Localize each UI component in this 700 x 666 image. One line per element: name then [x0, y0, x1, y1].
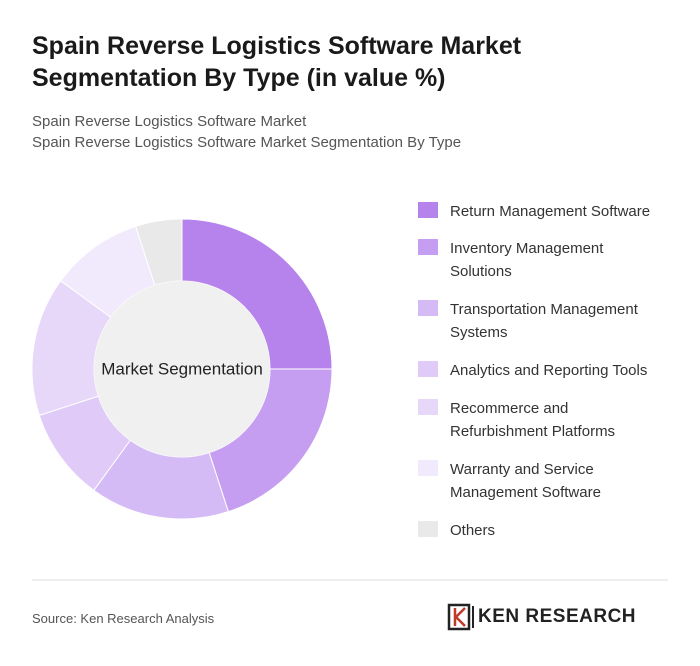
legend-label: Transportation Management Systems: [450, 301, 638, 341]
logo: KEN RESEARCH: [478, 606, 637, 627]
legend-label: Recommerce and Refurbishment Platforms: [450, 400, 616, 440]
legend-swatch: [418, 521, 438, 537]
logo-icon: [447, 603, 474, 631]
legend-swatch: [418, 239, 438, 255]
subtitle: Spain Reverse Logistics Software Market …: [32, 134, 462, 151]
legend-label: Inventory Management Solutions: [450, 240, 604, 280]
legend-swatch: [418, 202, 438, 218]
chart-title: Spain Reverse Logistics Software Market …: [32, 32, 522, 92]
donut-hole: [94, 281, 270, 457]
legend-label: Warranty and Service Management Software: [450, 461, 601, 501]
center-label: Market Segmentation: [101, 359, 263, 378]
legend-label: Others: [450, 522, 496, 539]
subtitle: Spain Reverse Logistics Software Market: [32, 113, 307, 130]
legend-label: Analytics and Reporting Tools: [450, 362, 648, 379]
source: Source: Ken Research Analysis: [32, 611, 215, 626]
legend-swatch: [418, 361, 438, 377]
legend-label: Return Management Software: [450, 203, 651, 220]
legend-swatch: [418, 399, 438, 415]
legend-swatch: [418, 460, 438, 476]
legend-swatch: [418, 300, 438, 316]
